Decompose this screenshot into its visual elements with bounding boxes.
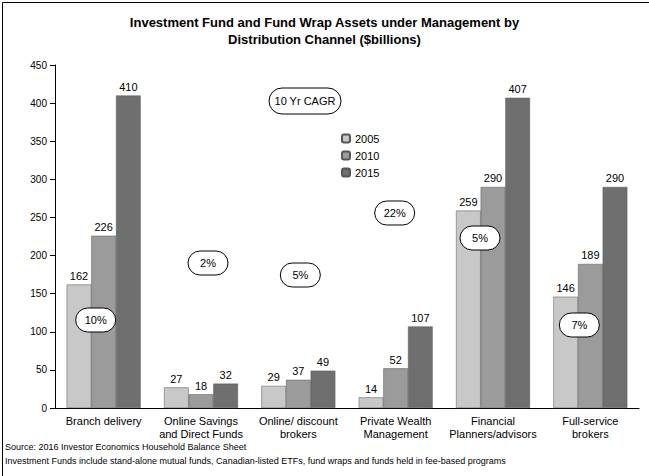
svg-text:150: 150 [30, 288, 47, 299]
svg-text:Investment Funds include stand: Investment Funds include stand-alone mut… [5, 456, 506, 466]
svg-text:Full-service: Full-service [562, 415, 618, 427]
svg-text:0: 0 [41, 403, 47, 414]
svg-text:407: 407 [508, 83, 526, 95]
svg-text:10%: 10% [85, 314, 107, 326]
svg-text:400: 400 [30, 98, 47, 109]
svg-text:350: 350 [30, 136, 47, 147]
svg-text:brokers: brokers [280, 428, 317, 440]
svg-text:7%: 7% [571, 319, 587, 331]
svg-text:18: 18 [195, 380, 207, 392]
svg-text:2005: 2005 [355, 133, 379, 145]
svg-text:52: 52 [390, 354, 402, 366]
svg-text:189: 189 [581, 249, 599, 261]
svg-text:290: 290 [484, 172, 502, 184]
svg-text:250: 250 [30, 212, 47, 223]
svg-text:5%: 5% [472, 232, 488, 244]
svg-text:Financial: Financial [471, 415, 515, 427]
svg-text:300: 300 [30, 174, 47, 185]
svg-text:226: 226 [94, 221, 112, 233]
svg-text:2010: 2010 [355, 150, 379, 162]
svg-text:410: 410 [119, 81, 137, 93]
svg-text:Distribution Channel ($billion: Distribution Channel ($billions) [228, 32, 421, 47]
svg-text:Planners/advisors: Planners/advisors [449, 428, 537, 440]
svg-text:162: 162 [70, 270, 88, 282]
svg-text:200: 200 [30, 250, 47, 261]
svg-text:290: 290 [606, 172, 624, 184]
svg-text:brokers: brokers [572, 428, 609, 440]
svg-text:Private Wealth: Private Wealth [360, 415, 431, 427]
svg-text:107: 107 [411, 312, 429, 324]
svg-text:Online Savings: Online Savings [164, 415, 238, 427]
svg-text:259: 259 [459, 196, 477, 208]
svg-text:Branch delivery: Branch delivery [66, 415, 142, 427]
svg-text:Online/ discount: Online/ discount [259, 415, 338, 427]
svg-text:100: 100 [30, 326, 47, 337]
svg-text:14: 14 [365, 383, 377, 395]
svg-text:450: 450 [30, 60, 47, 71]
svg-text:29: 29 [268, 371, 280, 383]
svg-text:Source: 2016 Investor Economic: Source: 2016 Investor Economics Househol… [5, 442, 247, 452]
svg-text:2015: 2015 [355, 167, 379, 179]
svg-text:32: 32 [220, 369, 232, 381]
svg-text:5%: 5% [292, 269, 308, 281]
svg-text:146: 146 [556, 282, 574, 294]
svg-text:37: 37 [292, 365, 304, 377]
svg-text:Investment Fund and Fund Wrap: Investment Fund and Fund Wrap Assets und… [130, 15, 520, 30]
svg-text:22%: 22% [384, 207, 406, 219]
svg-text:2%: 2% [200, 257, 216, 269]
svg-text:10 Yr CAGR: 10 Yr CAGR [275, 95, 336, 107]
svg-text:49: 49 [317, 356, 329, 368]
svg-text:50: 50 [36, 364, 48, 375]
svg-text:and Direct Funds: and Direct Funds [159, 428, 243, 440]
svg-text:Management: Management [364, 428, 428, 440]
svg-text:27: 27 [170, 373, 182, 385]
